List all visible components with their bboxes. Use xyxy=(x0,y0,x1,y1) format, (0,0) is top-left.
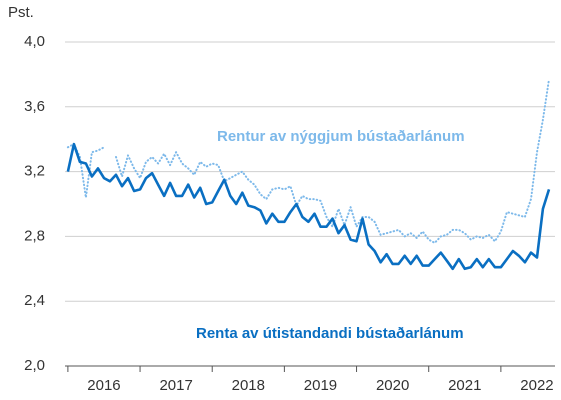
y-tick-label: 2,8 xyxy=(24,227,45,244)
x-tick-label: 2017 xyxy=(159,377,192,394)
series-annotation: Rentur av nýggjum bústaðarlánum xyxy=(217,128,465,145)
y-tick-label: 3,6 xyxy=(24,98,45,115)
y-tick-label: 2,4 xyxy=(24,292,45,309)
series-line xyxy=(66,78,550,244)
x-tick-label: 2019 xyxy=(304,377,337,394)
x-tick-label: 2016 xyxy=(87,377,120,394)
series-annotation: Renta av útistandandi bústaðarlánum xyxy=(196,325,464,342)
x-tick-label: 2018 xyxy=(232,377,265,394)
series-line xyxy=(66,142,551,271)
y-tick-label: 2,0 xyxy=(24,357,45,374)
x-tick-label: 2022 xyxy=(520,377,553,394)
x-tick-label: 2020 xyxy=(376,377,409,394)
x-tick-label: 2021 xyxy=(448,377,481,394)
y-tick-label: 4,0 xyxy=(24,33,45,50)
y-axis-label: Pst. xyxy=(8,4,34,21)
y-tick-label: 3,2 xyxy=(24,163,45,180)
